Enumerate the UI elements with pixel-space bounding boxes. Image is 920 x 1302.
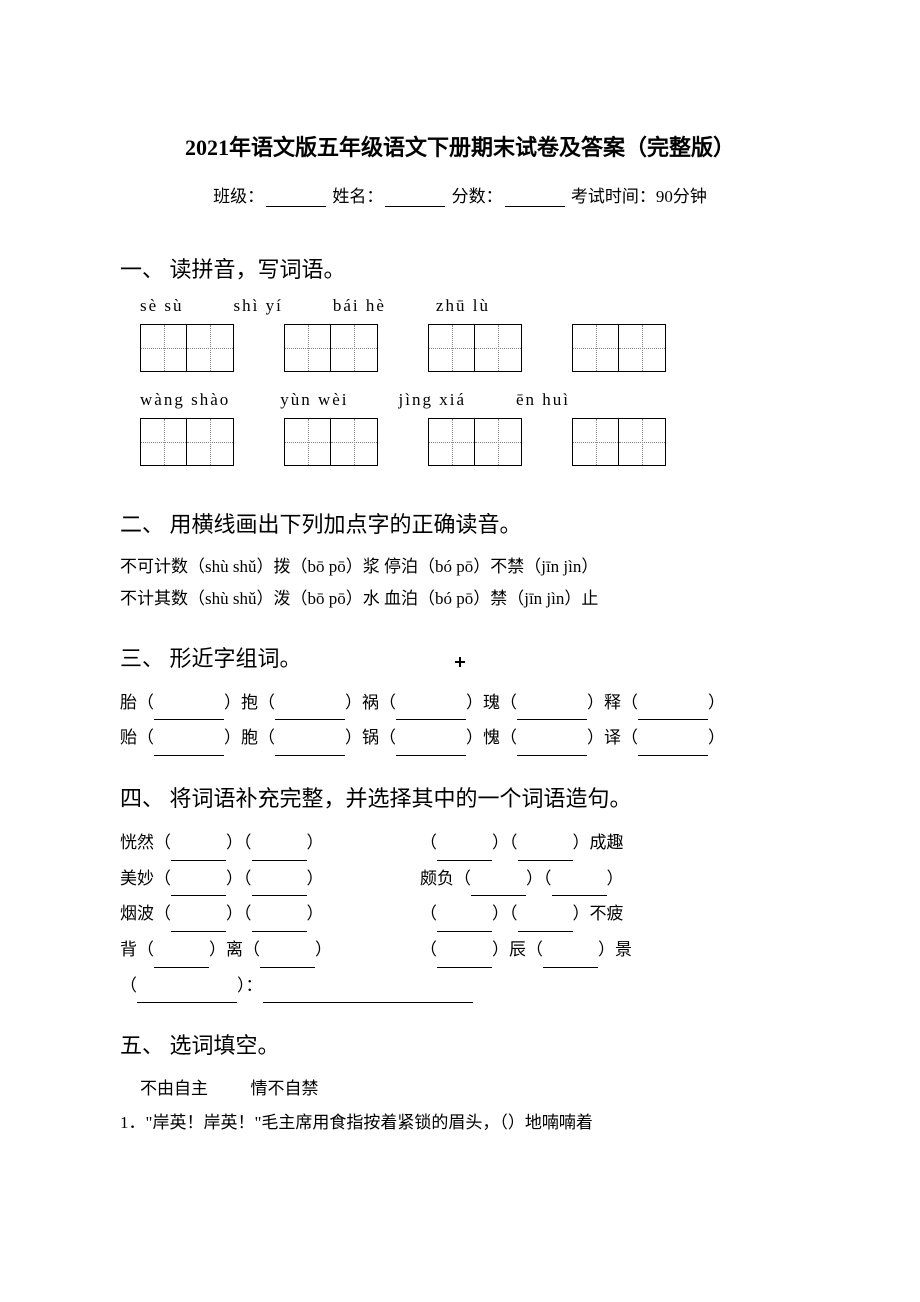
class-label: 班级：	[213, 187, 264, 206]
q3-char: 祸	[362, 693, 379, 712]
tianzi-pair[interactable]	[572, 324, 666, 372]
pinyin: bái hè	[333, 296, 386, 316]
blank[interactable]	[552, 878, 607, 896]
q4-word: 恍然	[120, 833, 154, 852]
name-label: 姓名：	[332, 187, 383, 206]
blank[interactable]	[396, 738, 466, 756]
q3-char: 释	[604, 693, 621, 712]
blank[interactable]	[275, 738, 345, 756]
q4-sentence: （）：	[120, 968, 800, 1004]
blank[interactable]	[437, 950, 492, 968]
q2-line1: 不可计数（shù shǔ）拨（bō pō）浆 停泊（bó pō）不禁（jīn j…	[120, 551, 800, 583]
blank[interactable]	[471, 878, 526, 896]
q4-body: 恍然（）（） （）（）成趣 美妙（）（） 颇负（）（） 烟波（）（） （）（）不…	[120, 825, 800, 1003]
tianzi-pair[interactable]	[284, 324, 378, 372]
blank[interactable]	[518, 914, 573, 932]
tianzi-pair[interactable]	[140, 324, 234, 372]
tianzi-pair[interactable]	[572, 418, 666, 466]
blank[interactable]	[171, 914, 226, 932]
q4-word: 烟波	[120, 904, 154, 923]
q3-line1: 胎（）抱（）祸（）瑰（）释（）	[120, 685, 800, 721]
blank[interactable]	[437, 914, 492, 932]
q5-options: 不由自主 情不自禁	[120, 1072, 800, 1106]
blank[interactable]	[396, 702, 466, 720]
blank[interactable]	[638, 738, 708, 756]
blank[interactable]	[517, 702, 587, 720]
q1-pinyin-row1: sè sù shì yí bái hè zhū lù	[120, 296, 800, 316]
q3-char: 锅	[362, 728, 379, 747]
q4-row4: 背（）离（） （）辰（）景	[120, 932, 800, 968]
meta-line: 班级： 姓名： 分数： 考试时间：90分钟	[120, 182, 800, 207]
q5-item1-end: ）地喃喃着	[508, 1113, 593, 1132]
tianzi-pair[interactable]	[140, 418, 234, 466]
blank[interactable]	[543, 950, 598, 968]
pinyin: shì yí	[234, 296, 283, 316]
q4-word: 美妙	[120, 869, 154, 888]
pinyin: wàng shào	[140, 390, 230, 410]
blank[interactable]	[252, 843, 307, 861]
tianzi-pair[interactable]	[428, 418, 522, 466]
time-label: 考试时间：90分钟	[571, 187, 707, 206]
blank[interactable]	[260, 950, 315, 968]
blank[interactable]	[252, 914, 307, 932]
q2-line2: 不计其数（shù shǔ）泼（bō pō）水 血泊（bó pō）禁（jīn jì…	[120, 583, 800, 615]
q3-char: 胞	[241, 728, 258, 747]
blank[interactable]	[252, 878, 307, 896]
q2-heading: 二、 用横线画出下列加点字的正确读音。	[120, 507, 800, 539]
blank[interactable]	[154, 738, 224, 756]
pinyin: ēn huì	[516, 390, 570, 410]
blank[interactable]	[518, 843, 573, 861]
q2-body: 不可计数（shù shǔ）拨（bō pō）浆 停泊（bó pō）不禁（jīn j…	[120, 551, 800, 616]
q3-char: 贻	[120, 728, 137, 747]
q1-heading: 一、 读拼音，写词语。	[120, 252, 800, 284]
q4-row1: 恍然（）（） （）（）成趣	[120, 825, 800, 861]
pinyin: yùn wèi	[280, 390, 348, 410]
q5-heading: 五、 选词填空。	[120, 1028, 800, 1060]
tianzi-pair[interactable]	[284, 418, 378, 466]
pinyin: zhū lù	[436, 296, 490, 316]
blank[interactable]	[437, 843, 492, 861]
q4-word: 离	[226, 940, 243, 959]
q4-row3: 烟波（）（） （）（）不疲	[120, 896, 800, 932]
blank[interactable]	[638, 702, 708, 720]
blank[interactable]	[171, 878, 226, 896]
pinyin: sè sù	[140, 296, 184, 316]
q5-item1: 1．"岸英！岸英！"毛主席用食指按着紧锁的眉头，（）地喃喃着	[120, 1106, 800, 1140]
q5-body: 不由自主 情不自禁 1．"岸英！岸英！"毛主席用食指按着紧锁的眉头，（）地喃喃着	[120, 1072, 800, 1140]
blank[interactable]	[154, 702, 224, 720]
q3-char: 瑰	[483, 693, 500, 712]
blank[interactable]	[263, 985, 473, 1003]
blank[interactable]	[137, 985, 237, 1003]
q4-word: 景	[615, 940, 632, 959]
q3-line2: 贻（）胞（）锅（）愧（）译（）	[120, 720, 800, 756]
q4-word: 辰	[509, 940, 526, 959]
center-marker-icon	[456, 658, 464, 666]
q1-tianzi-row2	[120, 418, 800, 466]
q1-tianzi-row1	[120, 324, 800, 372]
blank[interactable]	[275, 702, 345, 720]
q4-word: 背	[120, 940, 137, 959]
q3-body: 胎（）抱（）祸（）瑰（）释（） 贻（）胞（）锅（）愧（）译（）	[120, 685, 800, 756]
blank[interactable]	[154, 950, 209, 968]
q3-char: 译	[604, 728, 621, 747]
q4-word: 成趣	[590, 833, 624, 852]
blank[interactable]	[171, 843, 226, 861]
q1-pinyin-row2: wàng shào yùn wèi jìng xiá ēn huì	[120, 390, 800, 410]
tianzi-pair[interactable]	[428, 324, 522, 372]
page-title: 2021年语文版五年级语文下册期末试卷及答案（完整版）	[120, 130, 800, 162]
q4-word: 不疲	[590, 904, 624, 923]
name-blank[interactable]	[385, 189, 445, 207]
q5-item1-text: 1．"岸英！岸英！"毛主席用食指按着紧锁的眉头，（	[120, 1113, 508, 1132]
class-blank[interactable]	[266, 189, 326, 207]
score-blank[interactable]	[505, 189, 565, 207]
q4-word: 颇负	[420, 869, 454, 888]
pinyin: jìng xiá	[399, 390, 466, 410]
q3-char: 抱	[241, 693, 258, 712]
blank[interactable]	[517, 738, 587, 756]
q3-char: 胎	[120, 693, 137, 712]
q4-heading: 四、 将词语补充完整，并选择其中的一个词语造句。	[120, 781, 800, 813]
q3-char: 愧	[483, 728, 500, 747]
q4-row2: 美妙（）（） 颇负（）（）	[120, 861, 800, 897]
score-label: 分数：	[452, 187, 503, 206]
